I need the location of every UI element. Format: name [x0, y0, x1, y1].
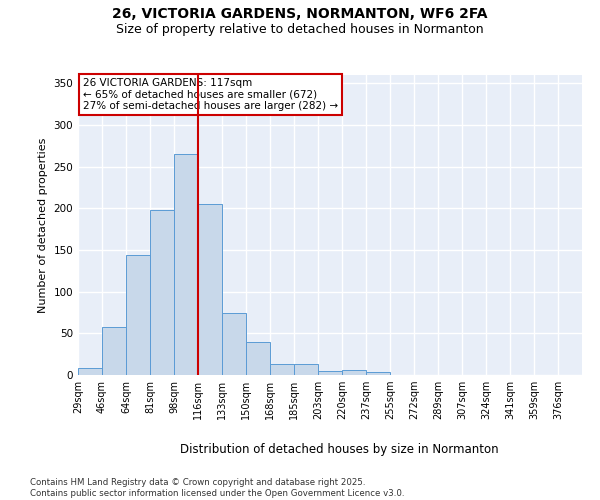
- Bar: [318, 371, 342, 375]
- Text: 26 VICTORIA GARDENS: 117sqm
← 65% of detached houses are smaller (672)
27% of se: 26 VICTORIA GARDENS: 117sqm ← 65% of det…: [83, 78, 338, 111]
- Bar: [222, 312, 246, 375]
- Bar: [126, 255, 150, 375]
- Bar: [366, 372, 390, 375]
- Bar: [198, 204, 222, 375]
- Text: Contains HM Land Registry data © Crown copyright and database right 2025.
Contai: Contains HM Land Registry data © Crown c…: [30, 478, 404, 498]
- Bar: [342, 370, 366, 375]
- Bar: [78, 368, 102, 375]
- Bar: [294, 364, 318, 375]
- Y-axis label: Number of detached properties: Number of detached properties: [38, 138, 48, 312]
- Bar: [174, 154, 198, 375]
- Bar: [102, 326, 126, 375]
- Bar: [270, 364, 294, 375]
- Bar: [150, 210, 174, 375]
- Bar: [246, 342, 270, 375]
- Text: 26, VICTORIA GARDENS, NORMANTON, WF6 2FA: 26, VICTORIA GARDENS, NORMANTON, WF6 2FA: [112, 8, 488, 22]
- Text: Size of property relative to detached houses in Normanton: Size of property relative to detached ho…: [116, 22, 484, 36]
- Text: Distribution of detached houses by size in Normanton: Distribution of detached houses by size …: [179, 442, 499, 456]
